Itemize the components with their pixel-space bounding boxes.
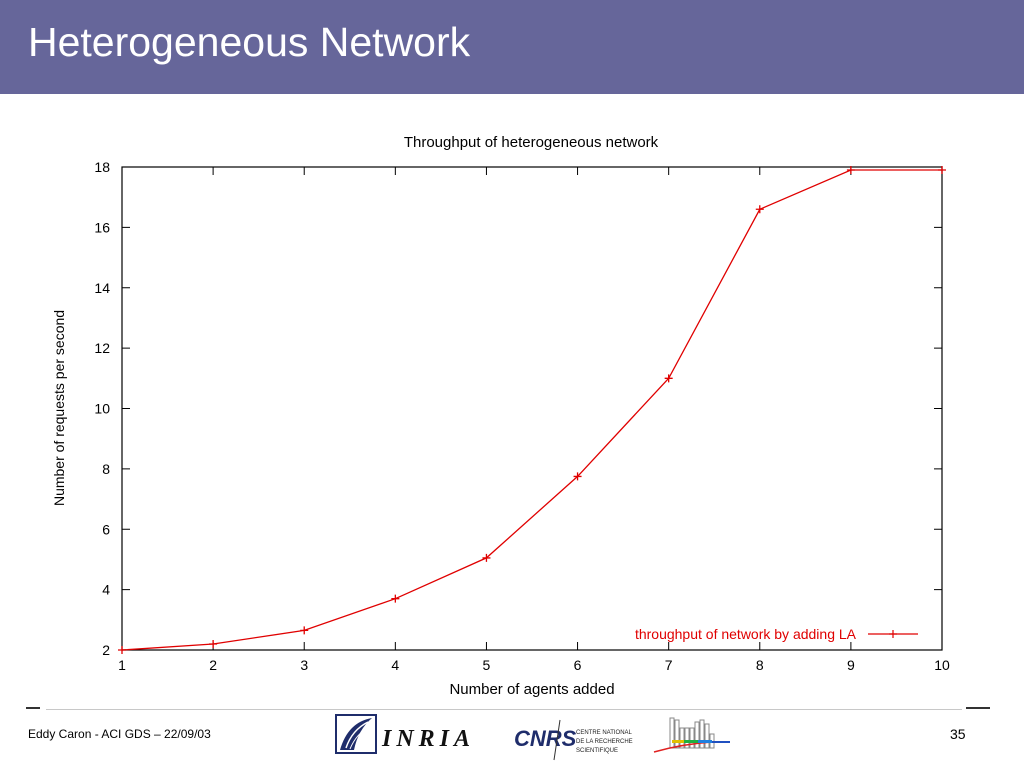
- x-tick-label: 5: [483, 657, 491, 673]
- cnrs-caption-2: DE LA RECHERCHE: [576, 739, 633, 745]
- x-axis-label: Number of agents added: [449, 681, 614, 698]
- data-point: [391, 594, 400, 603]
- plot-frame: [121, 166, 943, 651]
- chart-title: Throughput of heterogeneous network: [404, 134, 659, 151]
- slide-title: Heterogeneous Network: [28, 19, 471, 65]
- slide-header: Heterogeneous Network: [0, 0, 1024, 94]
- axis-ticks: [121, 166, 943, 651]
- data-point: [573, 472, 582, 481]
- y-tick-label: 6: [102, 521, 110, 537]
- y-tick-label: 12: [94, 340, 110, 356]
- inria-wordmark: INRIA: [381, 726, 475, 752]
- x-tick-label: 4: [391, 657, 399, 673]
- legend-marker: [889, 630, 897, 638]
- footer-credit: Eddy Caron - ACI GDS – 22/09/03: [28, 727, 211, 741]
- page-number: 35: [950, 726, 966, 742]
- footer-dash-left: [26, 707, 40, 709]
- x-tick-label: 8: [756, 657, 764, 673]
- cnrs-wordmark: CNRS: [514, 726, 577, 751]
- cnrs-caption-3: SCIENTIFIQUE: [576, 748, 618, 754]
- x-tick-label: 10: [934, 657, 950, 673]
- y-tick-label: 8: [102, 461, 110, 477]
- data-point: [846, 166, 855, 175]
- data-point: [755, 205, 764, 214]
- data-point: [118, 646, 126, 654]
- x-tick-label: 1: [118, 657, 126, 673]
- y-tick-label: 4: [102, 582, 110, 598]
- y-tick-label: 2: [102, 642, 110, 658]
- legend-label: throughput of network by adding LA: [635, 626, 857, 642]
- x-tick-label: 9: [847, 657, 855, 673]
- data-point: [482, 553, 491, 562]
- x-tick-label: 6: [574, 657, 582, 673]
- x-tick-label: 7: [665, 657, 673, 673]
- cnrs-logo: CNRS CENTRE NATIONAL DE LA RECHERCHE SCI…: [514, 719, 633, 761]
- y-tick-label: 18: [94, 159, 110, 175]
- legend: throughput of network by adding LA: [635, 626, 918, 642]
- footer-dash-right: [966, 707, 990, 709]
- x-tick-label: 2: [209, 657, 217, 673]
- bar-emblem-logo: [653, 717, 730, 753]
- y-tick-label: 14: [94, 280, 110, 296]
- series-line-0: [121, 169, 942, 651]
- y-axis-label: Number of requests per second: [51, 310, 67, 506]
- data-point: [209, 639, 218, 648]
- cnrs-caption-1: CENTRE NATIONAL: [576, 730, 633, 736]
- y-tick-label: 10: [94, 401, 110, 417]
- footer-divider: [46, 709, 962, 710]
- y-tick-label: 16: [94, 219, 110, 235]
- x-tick-label: 3: [300, 657, 308, 673]
- data-point: [300, 626, 309, 635]
- data-point: [938, 166, 946, 175]
- data-point: [664, 374, 673, 383]
- series-layer: [118, 166, 946, 654]
- inria-logo: INRIA: [335, 714, 475, 754]
